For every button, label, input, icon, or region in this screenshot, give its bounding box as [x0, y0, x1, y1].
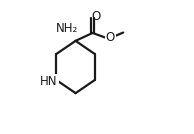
Text: O: O: [91, 10, 100, 23]
Text: HN: HN: [40, 75, 58, 88]
Text: O: O: [106, 31, 115, 44]
Text: NH₂: NH₂: [56, 22, 78, 35]
